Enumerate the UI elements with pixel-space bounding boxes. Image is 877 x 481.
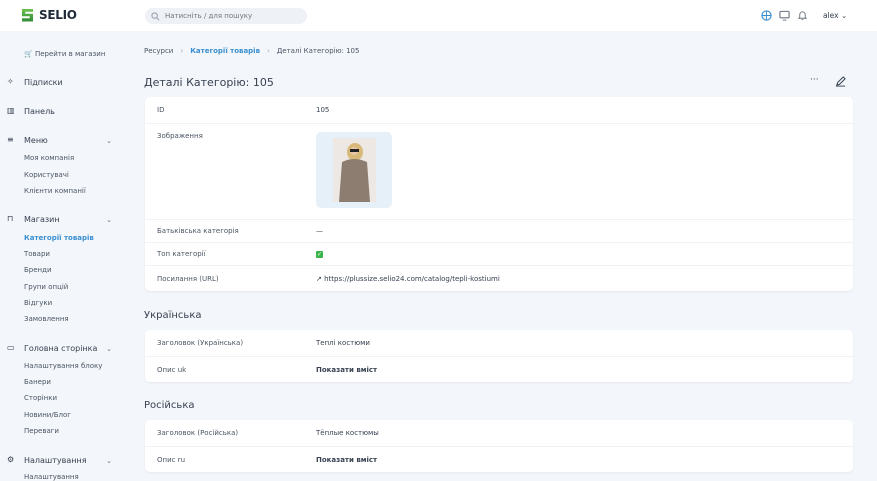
show-content-button[interactable]: Показати вміст	[316, 455, 378, 464]
detail-row-top: Топ категорії ✓	[145, 243, 853, 266]
logo[interactable]: SELIO	[22, 8, 77, 22]
page-title: Деталі Категорію: 105	[144, 76, 274, 89]
search-box[interactable]	[145, 8, 307, 24]
sidebar-item-settings-sub[interactable]: Налаштування	[24, 473, 79, 481]
sidebar-item-users[interactable]: Користувачі	[24, 171, 69, 179]
label: Меню	[24, 136, 48, 145]
detail-row-desc-uk: Опис uk Показати вміст	[145, 357, 853, 382]
value: 105	[316, 106, 330, 114]
sidebar-item-brands[interactable]: Бренди	[24, 266, 52, 274]
window-icon: ▭	[7, 343, 15, 352]
sidebar-item-orders[interactable]: Замовлення	[24, 315, 69, 323]
chevron-down-icon: ⌄	[106, 136, 112, 145]
globe-icon[interactable]	[761, 10, 772, 21]
show-content-button[interactable]: Показати вміст	[316, 365, 378, 374]
chevron-right-icon: ›	[180, 47, 184, 55]
edit-icon[interactable]	[835, 76, 846, 87]
detail-row-parent: Батьківська категорія —	[145, 220, 853, 243]
label: Батьківська категорія	[157, 227, 239, 235]
label: Налаштування	[24, 456, 87, 465]
more-actions-icon[interactable]: ···	[810, 75, 819, 85]
monitor-icon[interactable]	[779, 10, 790, 21]
external-link-icon: ↗	[316, 274, 322, 283]
ukrainian-card: Заголовок (Українська) Теплі костюми Опис…	[145, 330, 853, 382]
menu-icon: ≡	[7, 135, 14, 144]
product-photo	[332, 138, 376, 202]
logo-text: SELIO	[39, 8, 77, 22]
chevron-down-icon: ⌄	[106, 456, 112, 465]
chevron-down-icon: ⌄	[841, 11, 848, 20]
label: Зображення	[157, 132, 203, 140]
sidebar-item-option-groups[interactable]: Групи опцій	[24, 283, 69, 291]
detail-row-title-uk: Заголовок (Українська) Теплі костюми	[145, 330, 853, 357]
sidebar-item-my-company[interactable]: Моя компанія	[24, 154, 75, 162]
top-bar: SELIO alex ⌄	[0, 0, 877, 31]
label: ID	[157, 106, 165, 114]
sidebar-item-news[interactable]: Новини/Блог	[24, 411, 71, 419]
sidebar-item-products[interactable]: Товари	[24, 250, 50, 258]
detail-row-desc-ru: Опис ru Показати вміст	[145, 447, 853, 472]
breadcrumb: Ресурси › Категорії товарів › Деталі Катег…	[144, 47, 359, 55]
sidebar-item-subscriptions[interactable]: ✧ Підписки	[7, 77, 112, 88]
search-icon	[151, 11, 160, 20]
detail-row-id: ID 105	[145, 97, 853, 124]
url-link[interactable]: ↗ https://plussize.selio24.com/catalog/t…	[316, 275, 500, 283]
go-to-shop-link[interactable]: 🛒 Перейти в магазин	[24, 50, 106, 58]
sidebar-item-pages[interactable]: Сторінки	[24, 394, 57, 402]
details-card: ID 105 Зображення Батьківська категорія — …	[145, 97, 853, 291]
detail-row-image: Зображення	[145, 124, 853, 220]
label: Посилання (URL)	[157, 274, 219, 283]
breadcrumb-categories[interactable]: Категорії товарів	[190, 47, 261, 55]
sidebar-item-banners[interactable]: Банери	[24, 378, 51, 386]
url-text: https://plussize.selio24.com/catalog/tep…	[324, 274, 500, 283]
breadcrumb-current: Деталі Категорію: 105	[276, 47, 360, 55]
value: Тёплые костюмы	[316, 429, 379, 437]
sidebar-item-shop[interactable]: ⊓ Магазин ⌄	[7, 214, 112, 225]
sidebar-item-categories[interactable]: Категорії товарів	[24, 234, 94, 242]
label: Головна сторінка	[24, 344, 98, 353]
username: alex	[823, 11, 839, 20]
logo-mark	[22, 8, 33, 22]
sidebar-item-reviews[interactable]: Відгуки	[24, 299, 53, 307]
check-icon: ✓	[316, 251, 323, 258]
chevron-right-icon: ›	[267, 47, 270, 55]
section-heading-russian: Російська	[144, 400, 195, 411]
category-image[interactable]	[316, 132, 392, 208]
label: Опис ru	[157, 455, 186, 464]
shopping-bag-icon: ⊓	[7, 214, 14, 223]
section-heading-ukrainian: Українська	[144, 310, 202, 321]
bell-icon[interactable]	[797, 10, 808, 21]
sparkles-icon: ✧	[7, 77, 14, 86]
value: Теплі костюми	[316, 339, 370, 347]
breadcrumb-resources[interactable]: Ресурси	[144, 47, 174, 55]
chevron-down-icon: ⌄	[106, 344, 112, 353]
sidebar-item-dashboard[interactable]: ▥ Панель	[7, 106, 112, 117]
user-menu[interactable]: alex ⌄	[823, 11, 847, 20]
russian-card: Заголовок (Російська) Тёплые костюмы Опис…	[145, 420, 853, 472]
bar-chart-icon: ▥	[7, 106, 15, 115]
sidebar-item-block-settings[interactable]: Налаштування блоку	[24, 362, 103, 370]
search-input[interactable]	[165, 12, 295, 20]
sidebar-item-home[interactable]: ▭ Головна сторінка ⌄	[7, 343, 112, 354]
sidebar-item-menu[interactable]: ≡ Меню ⌄	[7, 135, 112, 146]
gear-icon: ⚙	[7, 455, 15, 464]
value: —	[316, 227, 323, 235]
sidebar-item-advantages[interactable]: Переваги	[24, 427, 59, 435]
sidebar-item-clients[interactable]: Клієнти компанії	[24, 187, 86, 195]
label: Підписки	[24, 78, 63, 87]
detail-row-title-ru: Заголовок (Російська) Тёплые костюмы	[145, 420, 853, 447]
label: Заголовок (Російська)	[157, 429, 239, 437]
label: Топ категорії	[157, 250, 206, 258]
label: Опис uk	[157, 365, 187, 374]
label: Магазин	[24, 215, 60, 224]
label: Заголовок (Українська)	[157, 339, 244, 347]
detail-row-url: Посилання (URL) ↗ https://plussize.selio2…	[145, 266, 853, 291]
chevron-down-icon: ⌄	[106, 215, 112, 224]
label: Панель	[24, 107, 55, 116]
sidebar-item-settings[interactable]: ⚙ Налаштування ⌄	[7, 455, 112, 466]
